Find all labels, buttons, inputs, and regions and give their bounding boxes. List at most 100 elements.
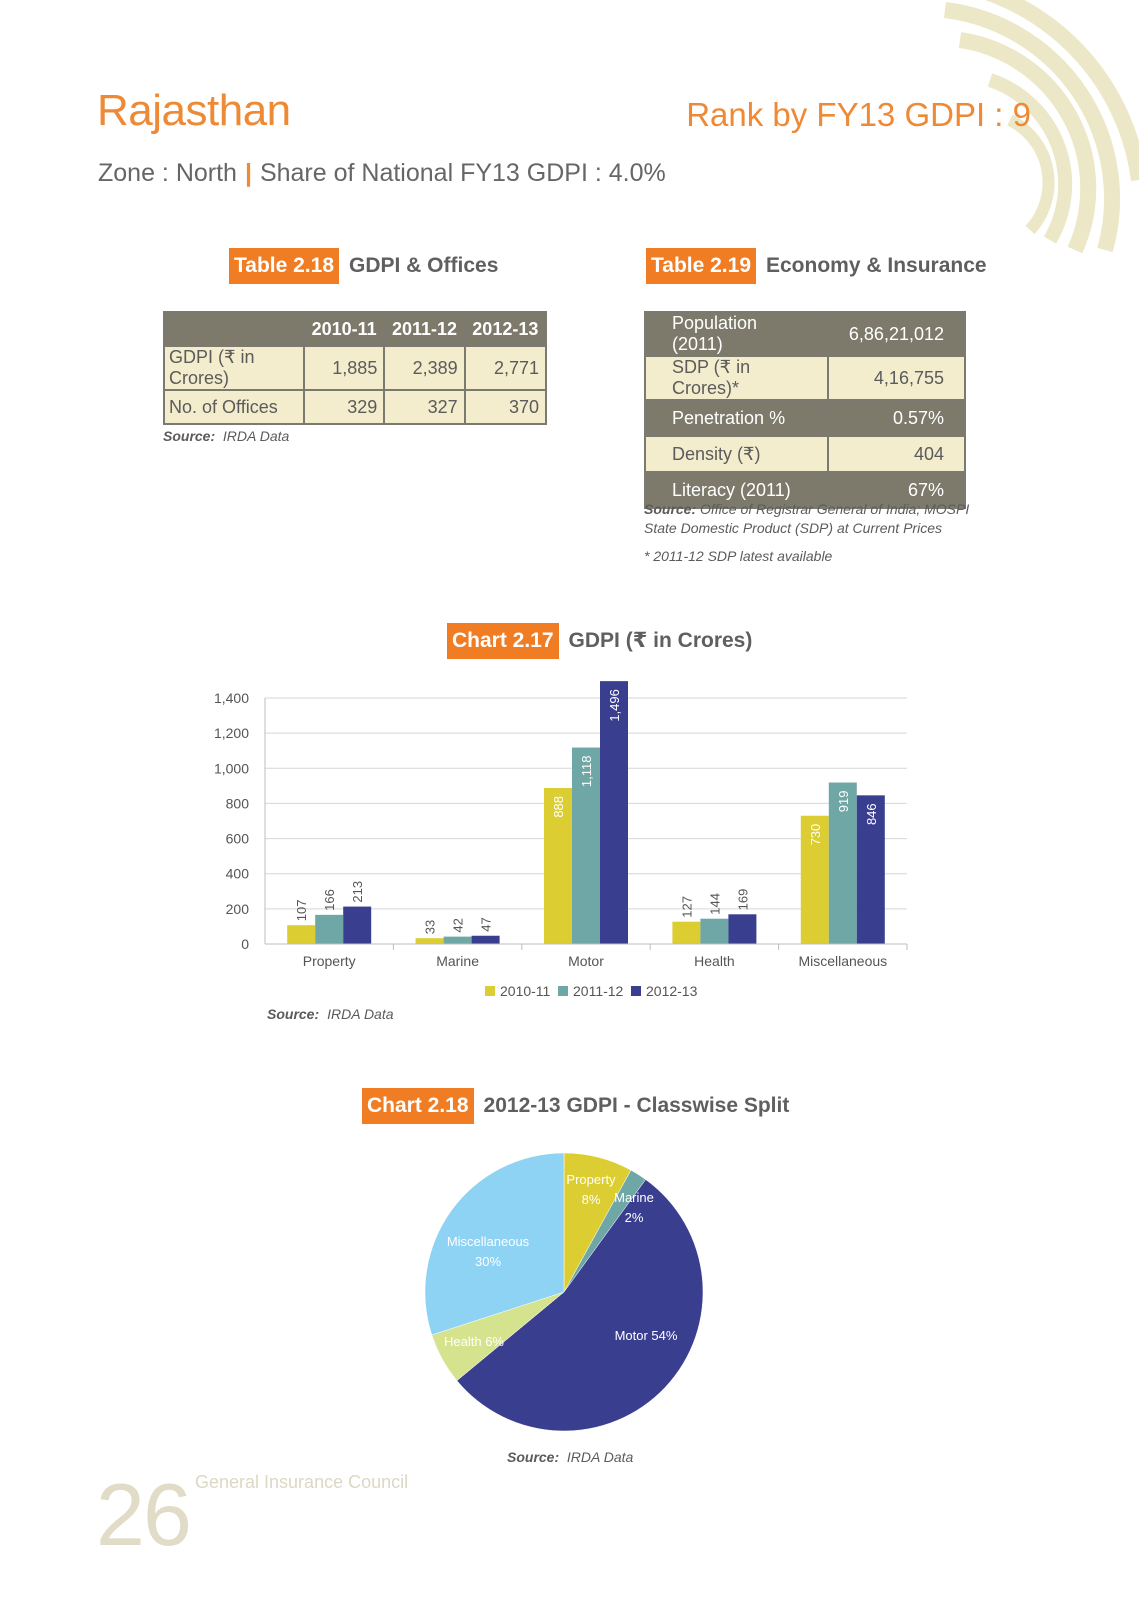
- bar: [471, 935, 500, 944]
- cell-value: 0.57%: [826, 399, 967, 437]
- bar-data-label: 33: [423, 920, 438, 934]
- table-2-18-source: Source: IRDA Data: [163, 428, 289, 444]
- bar-data-label: 730: [808, 824, 823, 846]
- chart-2-18-caption: Chart 2.18 2012-13 GDPI - Classwise Split: [362, 1088, 789, 1124]
- bar: [828, 782, 857, 944]
- x-category-label: Motor: [568, 953, 604, 969]
- bar: [856, 795, 885, 944]
- source-text: IRDA Data: [566, 1449, 634, 1465]
- pie-slice-label: Motor 54%: [615, 1328, 678, 1343]
- table-2-19-caption: Table 2.19 Economy & Insurance: [646, 248, 987, 284]
- chart-2-18-source: Source: IRDA Data: [507, 1449, 633, 1465]
- table-2-19-tag: Table 2.19: [646, 248, 756, 284]
- row-label: SDP (₹ in Crores)*: [644, 355, 829, 401]
- slice-name: Miscellaneous: [447, 1234, 530, 1249]
- bar: [343, 906, 372, 944]
- table-2-18-header-col: 2012-13: [463, 311, 548, 347]
- bar-data-label: 1,496: [607, 689, 622, 722]
- bar-data-label: 166: [322, 889, 337, 911]
- table-2-18-header-col: 2010-11: [302, 311, 386, 347]
- bar: [572, 747, 600, 944]
- cell-value: 329: [302, 389, 386, 425]
- bar: [700, 918, 729, 944]
- bar-data-label: 846: [864, 803, 879, 825]
- row-label: GDPI (₹ in Crores): [163, 345, 305, 391]
- table-2-18-title: GDPI & Offices: [349, 254, 499, 277]
- bar: [415, 938, 444, 944]
- bar-data-label: 169: [735, 889, 750, 911]
- y-tick-label: 200: [226, 901, 250, 917]
- gdpi-offices-table: 2010-11 2011-12 2012-13 GDPI (₹ in Crore…: [163, 311, 548, 425]
- share-label: Share of National FY13 GDPI : 4.0%: [259, 159, 666, 187]
- y-tick-label: 400: [226, 866, 250, 882]
- bar-data-label: 107: [294, 899, 309, 921]
- decorative-arcs: [944, 0, 1139, 254]
- legend-swatch: [485, 986, 495, 996]
- bar: [728, 914, 757, 944]
- slice-percent: 2%: [625, 1210, 644, 1225]
- source-text: IRDA Data: [222, 428, 290, 444]
- bar-data-label: 1,118: [579, 756, 594, 788]
- table-2-19-source: Source: Office of Registrar General of I…: [644, 500, 969, 538]
- pie-slice: [456, 1179, 704, 1432]
- chart-2-17-title: GDPI (₹ in Crores): [568, 629, 753, 652]
- bar-data-label: 127: [679, 896, 694, 918]
- bar: [600, 681, 628, 944]
- legend-label: 2010-11: [500, 983, 551, 999]
- gdpi-bar-chart: 0 200 400 600 800 1,000 1,200 1,400 107 166 213 Pro…: [214, 681, 908, 1020]
- slice-name: Motor 54%: [615, 1328, 678, 1343]
- bar: [672, 921, 701, 944]
- y-tick-label: 1,400: [214, 690, 249, 706]
- state-title: Rajasthan: [97, 86, 291, 135]
- cell-value: 404: [826, 435, 967, 473]
- zone-share-line: Zone : North | Share of National FY13 GDPI…: [98, 159, 666, 188]
- bar-data-label: 213: [350, 881, 365, 903]
- source-label: Source:: [163, 428, 216, 444]
- pie-slice-label: Health 6%: [444, 1334, 504, 1349]
- bar-data-label: 144: [707, 893, 722, 915]
- economy-insurance-table: Population (2011) 6,86,21,012 SDP (₹ in …: [644, 311, 967, 509]
- cell-value: 6,86,21,012: [826, 311, 967, 357]
- bar: [443, 936, 472, 944]
- y-tick-label: 600: [226, 831, 250, 847]
- chart-2-18-title: 2012-13 GDPI - Classwise Split: [483, 1094, 790, 1117]
- separator: |: [244, 159, 252, 187]
- row-label: Density (₹): [644, 435, 829, 473]
- bar-data-label: 42: [451, 918, 466, 932]
- bar-data-label: 919: [836, 791, 851, 813]
- pie-slice-label: Marine 2%: [614, 1190, 654, 1225]
- legend-swatch: [631, 986, 641, 996]
- slice-name: Property: [566, 1172, 616, 1187]
- legend-label: 2011-12: [573, 983, 624, 999]
- source-note-sdp: State Domestic Product (SDP) at Current …: [644, 520, 942, 536]
- zone-label: Zone : North: [98, 159, 237, 187]
- page-number: 26: [96, 1465, 192, 1564]
- cell-value: 370: [463, 389, 548, 425]
- bar-data-label: 47: [479, 917, 494, 931]
- table-row: Penetration % 0.57%: [644, 399, 967, 437]
- table-row: SDP (₹ in Crores)* 4,16,755: [644, 355, 967, 401]
- slice-percent: 30%: [475, 1254, 501, 1269]
- cell-value: 67%: [826, 471, 967, 509]
- cell-value: 2,771: [463, 345, 548, 391]
- source-label: Source:: [644, 501, 697, 517]
- slice-percent: 8%: [582, 1192, 601, 1207]
- bar-data-label: 888: [551, 796, 566, 818]
- source-text: IRDA Data: [327, 1006, 394, 1020]
- y-tick-label: 1,000: [214, 760, 249, 776]
- table-row: GDPI (₹ in Crores) 1,885 2,389 2,771: [163, 345, 548, 391]
- pie-slice-label: Property 8%: [566, 1172, 616, 1207]
- cell-value: 1,885: [302, 345, 386, 391]
- cell-value: 4,16,755: [826, 355, 967, 401]
- x-category-label: Marine: [436, 953, 479, 969]
- pie-slice: [424, 1152, 565, 1336]
- row-label: Penetration %: [644, 399, 829, 437]
- table-2-18-tag: Table 2.18: [229, 248, 339, 284]
- bar: [800, 815, 829, 944]
- table-row: Density (₹) 404: [644, 435, 967, 473]
- table-2-18-header-blank: [163, 311, 305, 347]
- slice-name: Health 6%: [444, 1334, 504, 1349]
- table-row: Population (2011) 6,86,21,012: [644, 311, 967, 357]
- cell-value: 327: [383, 389, 466, 425]
- y-tick-label: 800: [226, 795, 250, 811]
